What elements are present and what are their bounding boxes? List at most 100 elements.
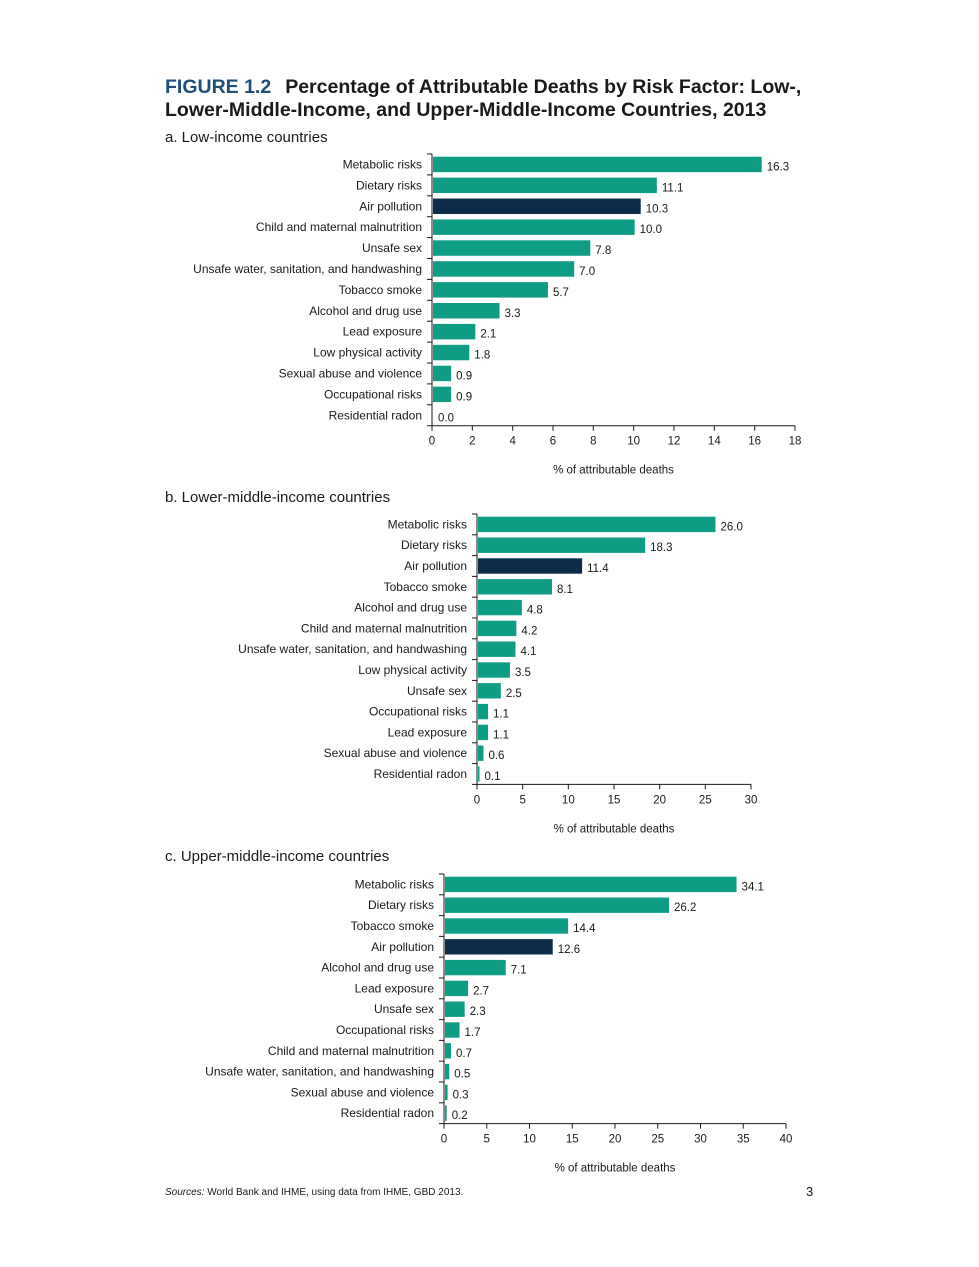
x-tick-label: 2 [469, 436, 475, 448]
data-label: 1.8 [474, 350, 490, 362]
data-label: 1.1 [493, 709, 509, 721]
bar [445, 1063, 450, 1080]
bar [433, 198, 641, 214]
chart-low-income: Metabolic risks 16.3 Dietary risks 11.1 Air … [193, 153, 801, 477]
data-label: 3.3 [505, 308, 521, 320]
bar [433, 344, 470, 361]
category-label: Occupational risks [324, 387, 422, 401]
x-tick-label: 15 [566, 1134, 579, 1146]
category-label: Lead exposure [355, 981, 435, 995]
category-label: Occupational risks [369, 705, 467, 719]
data-label: 10.0 [640, 224, 662, 236]
category-label: Tobacco smoke [339, 283, 423, 297]
data-label: 4.2 [521, 625, 537, 637]
category-label: Air pollution [404, 559, 467, 573]
bar [445, 897, 670, 913]
x-tick-label: 30 [745, 794, 758, 806]
x-tick-label: 0 [429, 436, 435, 448]
category-label: Alcohol and drug use [321, 961, 434, 975]
data-label: 26.0 [720, 521, 742, 533]
data-label: 0.3 [453, 1089, 469, 1101]
bar [478, 745, 484, 761]
data-label: 16.3 [767, 161, 789, 173]
bar [433, 240, 591, 256]
bar [478, 724, 489, 741]
bar [478, 662, 510, 678]
data-label: 0.0 [438, 412, 454, 424]
category-label: Tobacco smoke [351, 919, 435, 933]
category-label: Lead exposure [388, 725, 468, 739]
bar [445, 980, 469, 997]
figure-number: FIGURE 1.2 [165, 76, 272, 98]
data-label: 18.3 [650, 542, 672, 554]
data-label: 7.1 [511, 965, 527, 977]
data-label: 1.1 [493, 729, 509, 741]
bar [478, 641, 516, 657]
bar [478, 599, 522, 616]
category-label: Low physical activity [313, 346, 422, 360]
data-label: 0.9 [456, 391, 472, 403]
category-label: Unsafe sex [362, 241, 422, 255]
bar [445, 876, 737, 893]
bar [445, 1084, 448, 1101]
bar [433, 282, 548, 298]
category-label: Unsafe sex [407, 684, 467, 698]
x-tick-label: 30 [694, 1134, 707, 1146]
chart-upper-middle-income: Metabolic risks 34.1 Dietary risks 26.2 Toba… [205, 873, 792, 1175]
bar [445, 1043, 451, 1059]
category-label: Air pollution [359, 199, 422, 213]
bar [433, 219, 635, 235]
panel-a-title: a. Low-income countries [165, 129, 328, 146]
data-label: 10.3 [646, 203, 668, 215]
x-axis-title: % of attributable deaths [555, 1163, 676, 1175]
category-label: Residential radon [374, 767, 467, 781]
category-label: Air pollution [371, 940, 434, 954]
bar [445, 939, 553, 955]
bar [445, 1105, 447, 1121]
bar [478, 703, 489, 720]
x-tick-label: 35 [737, 1134, 750, 1146]
category-label: Residential radon [341, 1106, 434, 1120]
data-label: 34.1 [742, 881, 764, 893]
bar [433, 177, 657, 194]
x-tick-label: 20 [653, 794, 666, 806]
data-label: 7.8 [595, 245, 611, 257]
chart-lower-middle-income: Metabolic risks 26.0 Dietary risks 18.3 Air … [238, 513, 758, 835]
bar [433, 365, 452, 382]
x-tick-label: 4 [509, 436, 516, 448]
category-label: Unsafe water, sanitation, and handwashin… [205, 1065, 434, 1079]
data-label: 8.1 [557, 584, 573, 596]
x-tick-label: 0 [474, 794, 480, 806]
figure-title-text: Percentage of Attributable Deaths by Ris… [165, 76, 802, 121]
x-tick-label: 5 [519, 794, 525, 806]
x-tick-label: 14 [708, 436, 721, 448]
data-label: 11.4 [587, 563, 609, 575]
sources-note: Sources: World Bank and IHME, using data… [165, 1187, 463, 1198]
bar [433, 261, 575, 277]
category-label: Occupational risks [336, 1023, 434, 1037]
data-label: 0.9 [456, 370, 472, 382]
data-label: 14.4 [573, 923, 596, 935]
bar [478, 558, 583, 574]
bar [445, 918, 569, 934]
bar [433, 323, 476, 340]
x-tick-label: 12 [668, 436, 681, 448]
data-label: 2.5 [506, 688, 522, 700]
data-label: 3.5 [515, 667, 531, 679]
category-label: Dietary risks [401, 538, 467, 552]
category-label: Unsafe sex [374, 1002, 434, 1016]
category-label: Child and maternal malnutrition [256, 220, 422, 234]
bar [478, 537, 646, 553]
category-label: Alcohol and drug use [309, 304, 422, 318]
x-tick-label: 16 [748, 436, 761, 448]
category-label: Child and maternal malnutrition [268, 1044, 434, 1058]
x-tick-label: 10 [523, 1134, 536, 1146]
category-label: Unsafe water, sanitation, and handwashin… [193, 262, 422, 276]
category-label: Low physical activity [358, 663, 467, 677]
data-label: 4.8 [527, 605, 543, 617]
x-tick-label: 0 [441, 1134, 447, 1146]
category-label: Dietary risks [368, 898, 434, 912]
bar [445, 1022, 460, 1038]
panel-c-title: c. Upper-middle-income countries [165, 848, 390, 865]
sources-text: World Bank and IHME, using data from IHM… [204, 1187, 464, 1198]
